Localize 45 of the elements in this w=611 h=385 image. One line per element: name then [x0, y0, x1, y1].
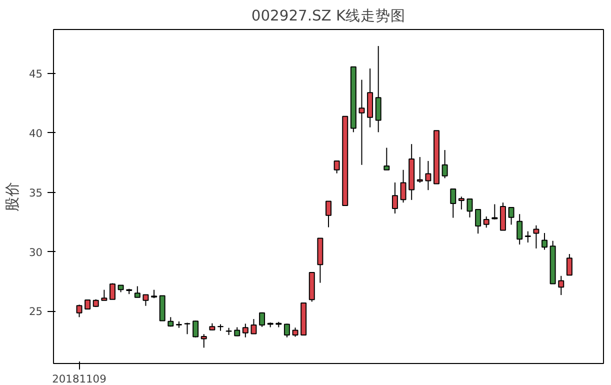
candlestick [458, 196, 464, 210]
candlestick [284, 323, 290, 338]
y-tick-label: 35 [28, 186, 43, 200]
y-tick-label: 40 [28, 126, 43, 140]
candlestick [442, 150, 448, 179]
candlestick [516, 214, 523, 246]
y-axis-title: 股价 [4, 182, 21, 212]
candlestick [292, 327, 298, 338]
candlestick [483, 216, 490, 228]
candlestick [400, 169, 406, 204]
candlestick [242, 323, 248, 338]
candlestick [542, 232, 548, 250]
y-tick-label: 45 [28, 67, 43, 80]
chart-title: 002927.SZ K线走势图 [251, 8, 406, 24]
candlestick [250, 318, 257, 334]
candlestick [475, 208, 482, 234]
candlestick [392, 182, 398, 214]
candlestick [533, 224, 540, 249]
candlestick [416, 156, 423, 184]
candlestick [375, 46, 382, 133]
y-tick-label: 30 [28, 246, 43, 259]
candlestick [259, 312, 266, 328]
candlestick [500, 202, 506, 231]
candlestick [84, 300, 91, 310]
candlestick [200, 334, 207, 348]
x-tick-label: 20181109 [52, 372, 107, 385]
candlestick [358, 79, 365, 166]
candlestick [334, 160, 340, 174]
y-tick-label: 25 [28, 305, 43, 318]
candlestick [101, 289, 108, 302]
candlestick [192, 320, 199, 338]
candlestick [134, 286, 140, 298]
candlestick [566, 254, 572, 276]
candlestick [508, 207, 514, 226]
candlestick [76, 304, 82, 318]
candlestick [524, 230, 531, 243]
candlestick [466, 198, 473, 218]
candlestick [109, 282, 116, 300]
candlestick [450, 188, 456, 218]
candlestick [425, 160, 432, 191]
candlestick [326, 200, 332, 228]
candlestick [142, 294, 149, 306]
candlestick [558, 275, 564, 296]
candlestick [184, 322, 190, 335]
candlestick [384, 147, 390, 170]
